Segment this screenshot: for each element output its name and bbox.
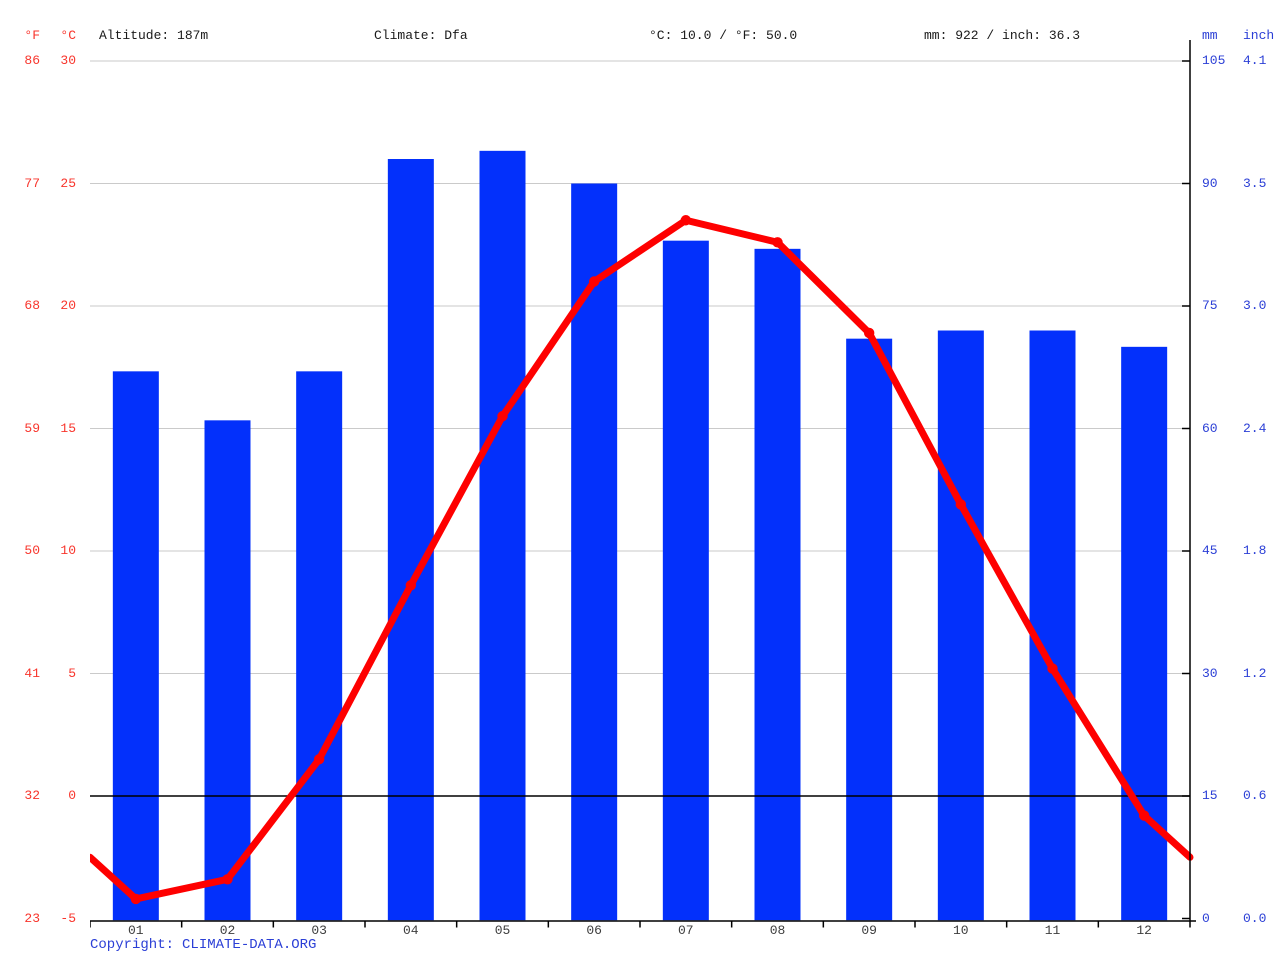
celsius-tick-label: 5: [68, 665, 76, 681]
temperature-point-12: [1138, 810, 1150, 821]
copyright: Copyright: CLIMATE-DATA.ORG: [90, 937, 316, 954]
month-label-07: 07: [677, 923, 694, 938]
inch-tick-label: 0.0: [1243, 910, 1267, 926]
month-label-09: 09: [861, 923, 877, 938]
temperature-point-04: [405, 580, 417, 591]
inch-tick-label: 0.6: [1243, 788, 1267, 803]
mm-tick-label: 30: [1202, 665, 1218, 681]
month-label-12: 12: [1136, 923, 1152, 938]
temperature-point-08: [772, 237, 783, 248]
celsius-tick-label: 10: [60, 543, 76, 558]
month-label-03: 03: [311, 923, 327, 938]
celsius-tick-label: 0: [68, 788, 76, 803]
temperature-point-10: [955, 499, 967, 510]
precip-bar-03: [296, 371, 343, 921]
average-temperature-label: °C: 10.0 / °F: 50.0: [649, 28, 798, 43]
climate-chart-canvas: [90, 40, 1196, 928]
fahrenheit-tick-label: 68: [24, 298, 40, 313]
temperature-point-01: [130, 893, 142, 905]
inch-tick-label: 1.2: [1243, 665, 1267, 681]
precip-bar-04: [387, 159, 434, 921]
temperature-point-11: [1047, 663, 1058, 674]
temperature-line: [90, 216, 1194, 903]
inch-tick-label: 4.1: [1243, 53, 1267, 68]
temperature-point-07: [680, 215, 692, 226]
precip-bar-09: [846, 338, 893, 921]
fahrenheit-tick-label: 41: [24, 665, 40, 681]
precip-bar-02: [204, 420, 251, 921]
mm-unit-label: mm: [1202, 28, 1218, 43]
precip-bar-05: [479, 150, 526, 921]
mm-tick-label: 105: [1202, 53, 1226, 68]
inch-tick-label: 3.5: [1243, 175, 1267, 191]
fahrenheit-tick-label: 50: [24, 543, 40, 558]
fahrenheit-tick-label: 59: [24, 420, 40, 436]
celsius-tick-label: 15: [60, 420, 76, 436]
copyright-link[interactable]: CLIMATE-DATA.ORG: [182, 937, 317, 953]
fahrenheit-tick-label: 77: [24, 175, 40, 191]
temperature-point-05: [497, 411, 508, 422]
month-label-06: 06: [586, 923, 602, 938]
mm-tick-label: 90: [1202, 175, 1218, 191]
temperature-point-02: [222, 874, 233, 885]
month-label-05: 05: [494, 923, 511, 938]
total-precipitation-label: mm: 922 / inch: 36.3: [924, 28, 1081, 43]
temperature-point-06: [588, 276, 600, 287]
altitude-label: Altitude: 187m: [99, 28, 209, 43]
celsius-unit-label: °C: [60, 28, 76, 43]
fahrenheit-tick-label: 86: [24, 53, 40, 68]
celsius-tick-label: 20: [60, 298, 76, 313]
precip-bar-08: [754, 248, 801, 921]
precip-bar-06: [571, 183, 618, 921]
precip-bar-01: [112, 371, 159, 921]
fahrenheit-tick-label: 23: [24, 910, 40, 926]
fahrenheit-tick-label: 32: [24, 788, 40, 803]
inch-tick-label: 3.0: [1243, 298, 1267, 313]
celsius-tick-label: -5: [60, 910, 76, 926]
inch-unit-label: inch: [1243, 28, 1275, 43]
climate-classification-label: Climate: Dfa: [374, 28, 468, 43]
temperature-point-09: [863, 327, 875, 339]
month-label-10: 10: [952, 923, 969, 938]
celsius-tick-label: 25: [60, 175, 76, 191]
month-label-08: 08: [769, 923, 786, 938]
copyright-prefix: Copyright:: [90, 937, 175, 953]
temperature-point-03: [313, 754, 325, 765]
precip-bar-07: [662, 240, 709, 921]
inch-tick-label: 1.8: [1243, 543, 1267, 558]
celsius-tick-label: 30: [60, 53, 76, 68]
fahrenheit-unit-label: °F: [24, 28, 40, 43]
mm-tick-label: 75: [1202, 298, 1218, 313]
mm-tick-label: 0: [1202, 910, 1210, 926]
mm-tick-label: 60: [1202, 420, 1218, 436]
mm-tick-label: 45: [1202, 543, 1218, 558]
month-label-04: 04: [402, 923, 419, 938]
month-label-01: 01: [127, 923, 144, 938]
inch-tick-label: 2.4: [1243, 420, 1267, 436]
mm-tick-label: 15: [1202, 788, 1218, 803]
month-label-02: 02: [219, 923, 236, 938]
precip-bar-10: [937, 330, 984, 921]
month-label-11: 11: [1044, 923, 1061, 938]
precip-bar-11: [1029, 330, 1076, 921]
precip-bar-12: [1121, 346, 1168, 921]
